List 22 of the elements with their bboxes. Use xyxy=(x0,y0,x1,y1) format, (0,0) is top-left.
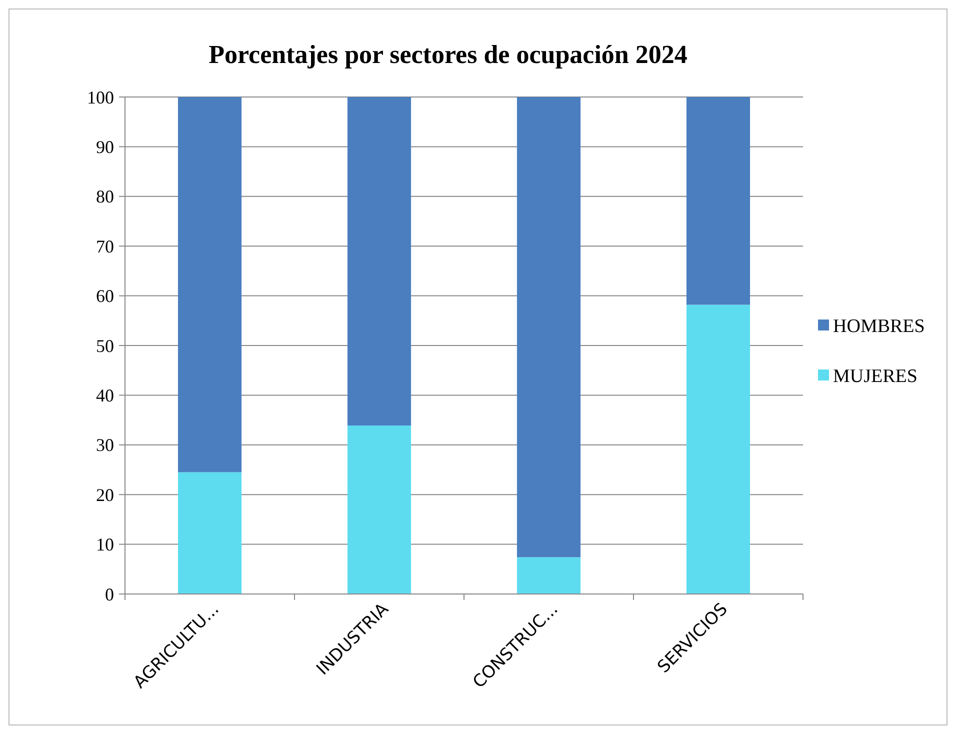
legend-label: HOMBRES xyxy=(833,316,925,338)
y-tick-label: 0 xyxy=(105,584,114,604)
y-tick-label: 60 xyxy=(96,286,114,306)
bar xyxy=(347,97,412,426)
bar xyxy=(178,472,242,594)
bar xyxy=(516,557,581,594)
y-tick-label: 40 xyxy=(96,386,114,406)
y-tick-label: 20 xyxy=(96,484,114,505)
y-tick-label: 50 xyxy=(96,336,114,356)
y-tick-label: 10 xyxy=(96,534,114,555)
bar xyxy=(686,304,750,594)
bar xyxy=(178,97,242,472)
y-tick-label: 80 xyxy=(96,186,114,207)
legend-label: MUJERES xyxy=(833,366,918,388)
y-tick-label: 90 xyxy=(96,137,114,157)
chart-title: Porcentajes por sectores de ocupación 2024 xyxy=(208,40,688,69)
bar xyxy=(516,97,581,558)
y-tick-label: 30 xyxy=(96,435,114,456)
y-tick-label: 70 xyxy=(96,236,114,256)
bar xyxy=(347,426,412,594)
y-tick-label: 100 xyxy=(87,87,114,108)
bar xyxy=(686,97,750,305)
